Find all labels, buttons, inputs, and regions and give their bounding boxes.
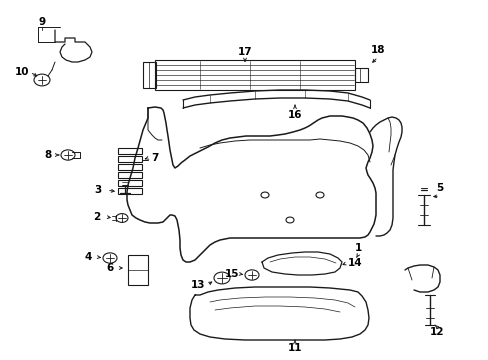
Bar xyxy=(142,62,156,88)
Text: 8: 8 xyxy=(44,150,52,160)
Text: 16: 16 xyxy=(287,110,302,120)
Text: 14: 14 xyxy=(347,258,362,268)
Bar xyxy=(118,180,142,186)
Bar xyxy=(118,156,142,162)
Bar xyxy=(118,148,142,154)
Bar xyxy=(118,188,142,194)
Text: 17: 17 xyxy=(237,47,252,57)
Text: 10: 10 xyxy=(15,67,29,77)
Text: 7: 7 xyxy=(151,153,159,163)
Bar xyxy=(118,172,142,178)
Bar xyxy=(354,68,367,82)
Text: 9: 9 xyxy=(39,17,45,27)
Text: 3: 3 xyxy=(94,185,102,195)
Text: 18: 18 xyxy=(370,45,385,55)
Bar xyxy=(118,164,142,170)
Text: 6: 6 xyxy=(106,263,113,273)
Text: 5: 5 xyxy=(435,183,443,193)
Bar xyxy=(155,60,354,90)
Text: 15: 15 xyxy=(224,269,239,279)
Text: 11: 11 xyxy=(287,343,302,353)
Text: 2: 2 xyxy=(93,212,101,222)
Text: 13: 13 xyxy=(190,280,205,290)
Text: 4: 4 xyxy=(84,252,92,262)
Text: 12: 12 xyxy=(429,327,443,337)
Bar xyxy=(128,255,148,285)
Text: 1: 1 xyxy=(354,243,361,253)
